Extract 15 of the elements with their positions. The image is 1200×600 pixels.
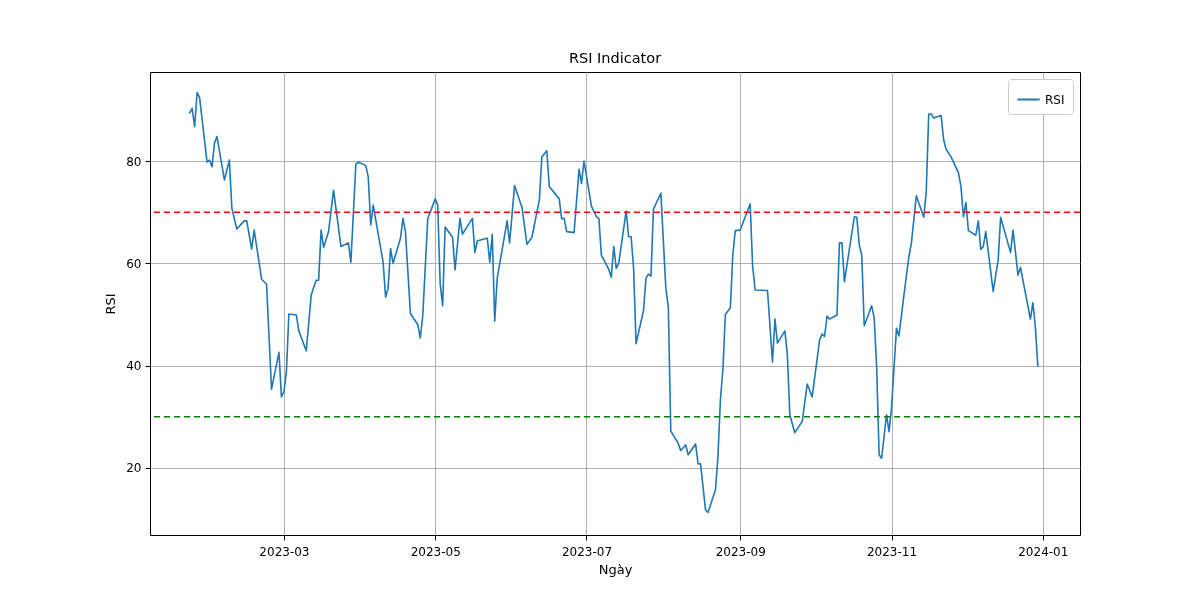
y-tick-label: 80 [126, 154, 142, 169]
x-axis-title: Ngày [598, 561, 633, 577]
y-tick-label: 40 [126, 359, 142, 374]
x-tick-label: 2023-07 [561, 544, 613, 559]
x-tick-label: 2024-01 [1018, 544, 1069, 559]
legend-label: RSI [1045, 92, 1065, 107]
x-tick-label: 2023-09 [715, 544, 766, 559]
line-series [188, 91, 1039, 514]
x-tick-label: 2023-11 [866, 544, 918, 559]
y-tick-label: 60 [126, 256, 142, 271]
y-axis-title: RSI [103, 293, 119, 315]
x-tick-label: 2023-05 [410, 544, 461, 559]
chart-title: RSI Indicator [568, 49, 662, 66]
y-tick-label: 20 [126, 461, 142, 476]
x-tick-label: 2023-03 [259, 544, 310, 559]
